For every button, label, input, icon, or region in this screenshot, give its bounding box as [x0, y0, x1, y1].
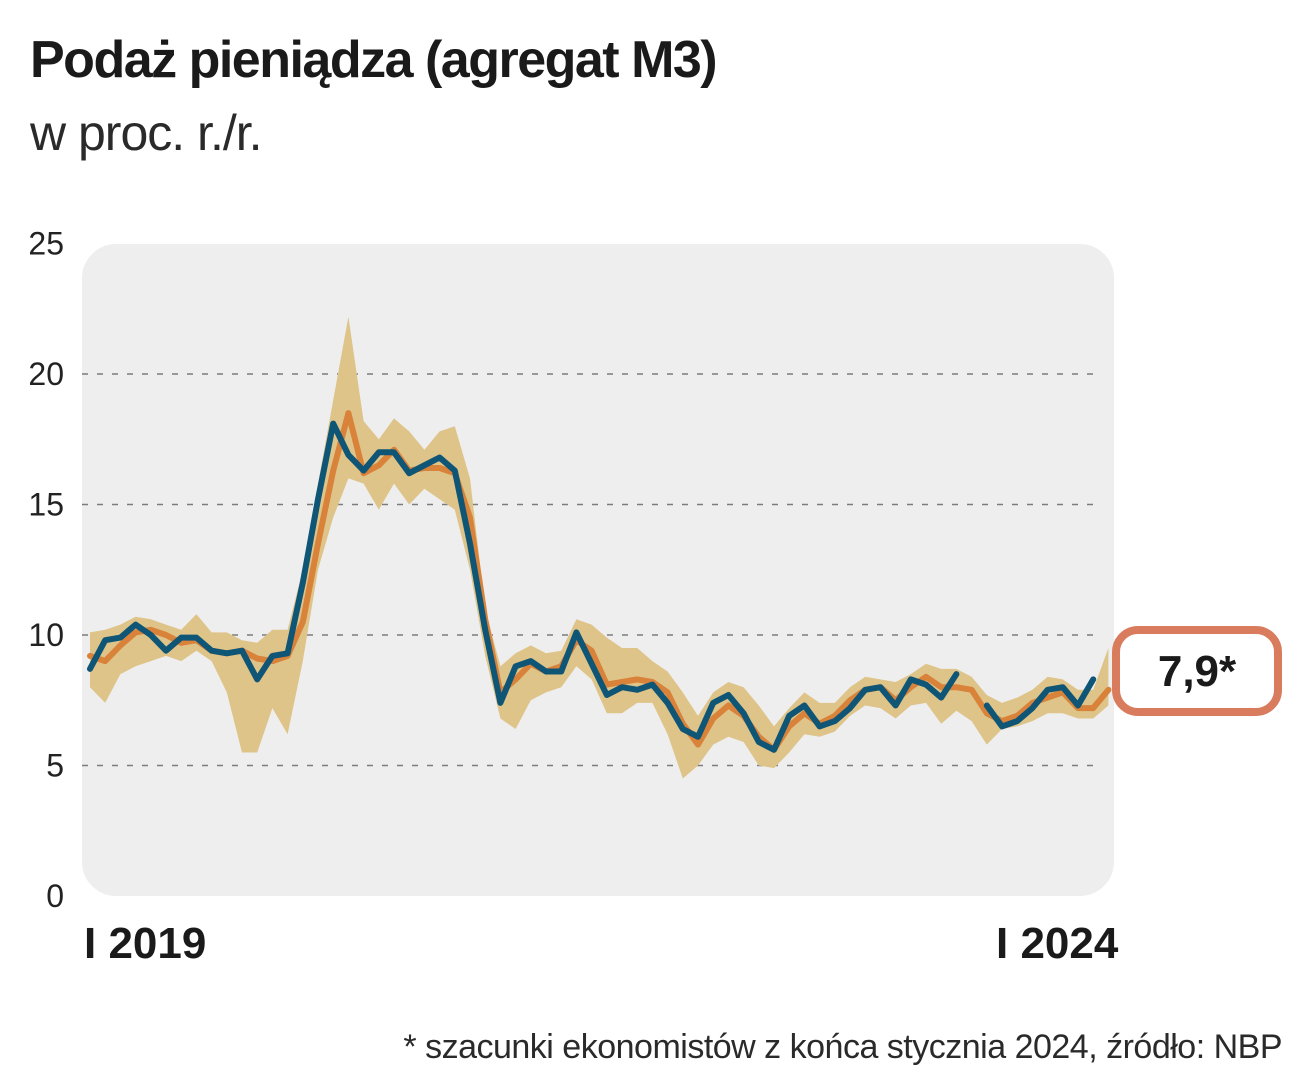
latest-value-callout: 7,9* — [1112, 626, 1282, 716]
chart-subtitle: w proc. r./r. — [30, 105, 263, 161]
y-tick-label-20: 20 — [28, 356, 64, 392]
x-tick-label-I-2024: I 2024 — [996, 919, 1119, 968]
source-footnote: * szacunki ekonomistów z końca stycznia … — [403, 1028, 1282, 1066]
plot-area-background — [82, 244, 1114, 896]
grid-lines — [82, 373, 1100, 767]
y-tick-label-15: 15 — [28, 487, 64, 523]
callout-value-label: 7,9* — [1158, 647, 1237, 696]
y-tick-label-25: 25 — [28, 226, 64, 262]
y-axis: 0 5 10 15 20 25 — [28, 226, 64, 915]
m3-line-chart: 0 5 10 15 20 25 I 2019 I 2024 7,9* — [28, 226, 1282, 968]
y-tick-label-5: 5 — [46, 748, 64, 784]
chart-title: Podaż pieniądza (agregat M3) — [30, 31, 718, 89]
callout-box — [1112, 626, 1282, 716]
y-tick-label-10: 10 — [28, 617, 64, 653]
consensus-median-line — [87, 410, 1112, 753]
m3-actual-line — [87, 420, 1097, 753]
y-tick-label-0: 0 — [46, 878, 64, 914]
series-lines — [87, 410, 1112, 753]
x-axis: I 2019 I 2024 — [84, 919, 1119, 968]
x-tick-label-I-2019: I 2019 — [84, 919, 206, 968]
